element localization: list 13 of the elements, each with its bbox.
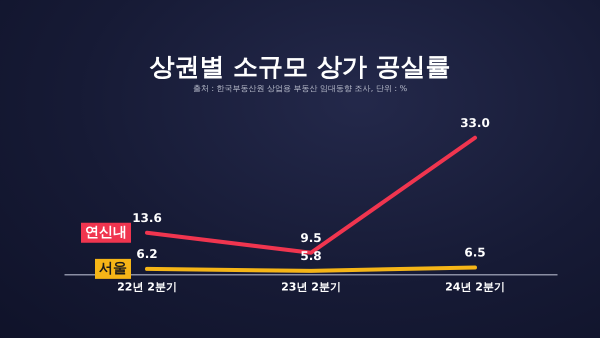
x-tick-label: 22년 2분기 xyxy=(117,280,177,294)
chart-title: 상권별 소규모 상가 공실률 xyxy=(148,51,452,83)
data-label: 33.0 xyxy=(460,116,490,130)
data-label: 9.5 xyxy=(300,230,322,245)
data-label: 6.2 xyxy=(136,247,158,262)
chart-subtitle: 출처 : 한국부동산원 상업용 부동산 임대동향 조사, 단위 : % xyxy=(192,83,408,94)
series-label: 연신내 xyxy=(85,224,127,240)
data-label: 6.5 xyxy=(464,246,486,260)
x-tick-label: 24년 2분기 xyxy=(445,280,505,294)
series-label: 서울 xyxy=(99,260,127,277)
data-label: 5.8 xyxy=(300,249,322,264)
data-label: 13.6 xyxy=(132,210,162,225)
x-tick-label: 23년 2분기 xyxy=(281,280,341,294)
